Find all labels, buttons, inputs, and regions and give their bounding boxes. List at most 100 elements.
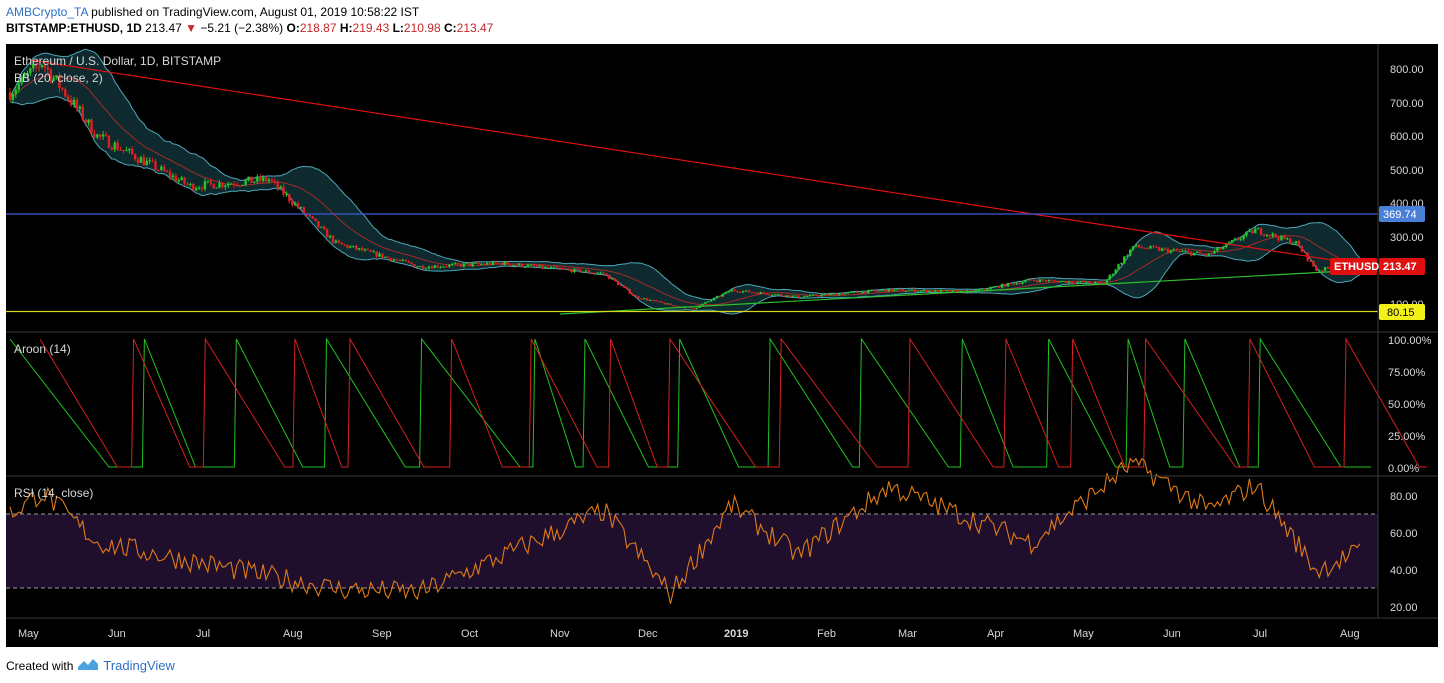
candle-body [1204,253,1207,256]
candle-body [896,289,899,291]
candle-body [712,297,716,301]
candle-body [372,251,375,253]
candle-body [867,290,870,294]
candle-body [221,182,224,187]
candle-body [270,179,274,181]
candle-body [707,301,710,303]
candle-body [1213,251,1216,254]
candle-body [299,207,303,209]
candle-body [87,119,90,123]
candle-body [849,291,853,293]
candle-body [887,288,890,292]
candle-body [506,261,509,265]
candle-body [721,293,725,297]
candle-body [273,180,276,182]
rsi-axis: 80.00 60.00 40.00 20.00 [1390,491,1418,614]
price-change: −5.21 (−2.38%) [200,21,284,35]
tradingview-brand-link[interactable]: TradingView [103,658,175,673]
candle-body [1172,249,1175,251]
candle-body [951,290,954,292]
candle-body [343,244,346,246]
candle-body [177,179,180,182]
candle-body [197,187,201,189]
candle-body [1050,280,1053,282]
candle-body [212,183,215,189]
candle-body [584,270,588,272]
candle-body [227,183,230,186]
candle-body [870,290,873,292]
rsi-band [6,514,1378,588]
low-value: 210.98 [403,21,441,35]
candle-body [1035,280,1039,282]
candle-body [552,266,556,268]
candle-body [1120,262,1123,265]
candle-body [122,149,125,151]
candle-body [648,300,652,302]
candle-body [1309,260,1312,262]
candle-body [375,251,378,257]
candle-body [925,289,928,293]
candle-body [872,290,876,292]
candle-body [1059,281,1062,283]
candle-body [1056,280,1059,283]
candle-body [98,134,102,137]
candle-body [238,185,242,187]
candle-body [43,65,47,68]
candle-body [515,264,518,266]
candle-body [1286,238,1289,240]
candle-body [1094,281,1097,284]
published-text: published on TradingView.com, August 01,… [91,5,420,19]
candle-body [157,169,160,171]
candle-body [433,265,436,269]
candle-body [334,240,338,243]
candle-body [573,268,576,273]
candle-body [101,134,105,137]
candle-body [384,256,387,258]
candle-body [407,261,410,263]
chart-header: AMBCrypto_TA published on TradingView.co… [6,4,493,36]
candle-body [544,266,547,269]
time-tick: Nov [550,628,570,640]
candle-body [820,294,823,297]
candle-body [323,226,326,230]
candle-body [878,290,882,292]
candle-body [387,256,390,258]
candle-body [785,295,789,297]
author-link[interactable]: AMBCrypto_TA [6,5,88,19]
red-trendline[interactable] [29,59,1346,263]
candle-body [413,264,416,267]
candle-body [250,176,253,183]
candle-body [701,303,704,306]
green-trendline[interactable] [559,270,1346,315]
rsi-tick: 40.00 [1390,565,1418,577]
candle-body [107,135,111,149]
candle-body [1108,274,1111,280]
candle-body [666,303,669,305]
candle-body [643,298,646,300]
candle-body [771,294,774,296]
candle-body [52,77,55,81]
candle-body [148,160,151,162]
candle-body [840,293,844,295]
candle-body [1123,256,1126,263]
candle-body [203,181,207,190]
candle-body [401,259,404,261]
candle-body [730,289,733,292]
tradingview-logo-icon [77,657,99,674]
candle-body [235,185,239,187]
candle-body [462,263,466,267]
candle-body [218,182,221,188]
candle-body [954,290,957,292]
candle-body [1146,248,1149,250]
candle-body [90,119,93,134]
candle-body [1027,279,1030,281]
candle-body [369,250,372,252]
candle-body [916,291,919,293]
candle-body [1117,264,1120,270]
candle-body [1207,253,1210,256]
candle-body [913,289,917,292]
candle-body [1198,251,1202,254]
candle-body [1178,250,1181,252]
candle-body [1067,281,1071,283]
